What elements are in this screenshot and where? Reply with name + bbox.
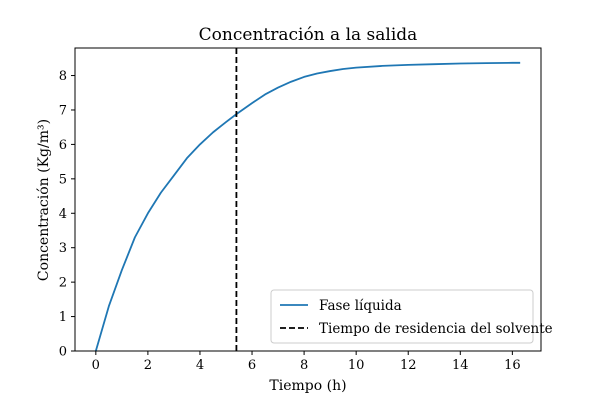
y-tick-label: 2 bbox=[59, 276, 67, 291]
x-axis: 0 2 4 6 8 10 12 14 16 bbox=[92, 351, 521, 373]
x-tick-label: 6 bbox=[248, 358, 256, 373]
legend-label-1: Tiempo de residencia del solvente bbox=[319, 321, 553, 337]
y-tick-label: 0 bbox=[59, 345, 67, 360]
y-tick-label: 8 bbox=[59, 69, 67, 84]
legend-box bbox=[270, 289, 534, 344]
y-tick-label: 6 bbox=[59, 138, 67, 153]
plot-frame bbox=[74, 47, 542, 352]
series-line-0 bbox=[94, 61, 521, 352]
x-tick-label: 0 bbox=[92, 358, 100, 373]
x-tick-label: 14 bbox=[452, 358, 469, 373]
y-tick-label: 1 bbox=[59, 310, 67, 325]
y-axis-label: Concentración (Kg/m³) bbox=[36, 119, 52, 281]
x-tick-label: 8 bbox=[300, 358, 308, 373]
chart-title: Concentración a la salida bbox=[199, 25, 418, 45]
y-tick-label: 3 bbox=[59, 241, 67, 256]
y-tick-label: 4 bbox=[59, 207, 67, 222]
x-tick-label: 4 bbox=[196, 358, 204, 373]
y-tick-label: 7 bbox=[59, 103, 67, 118]
x-tick-label: 16 bbox=[504, 358, 521, 373]
x-axis-label: Tiempo (h) bbox=[269, 378, 346, 394]
x-tick-label: 12 bbox=[400, 358, 417, 373]
x-tick-label: 10 bbox=[348, 358, 365, 373]
x-tick-label: 2 bbox=[144, 358, 152, 373]
legend-label-0: Fase líquida bbox=[319, 298, 402, 314]
y-tick-label: 5 bbox=[59, 172, 67, 187]
legend: Fase líquida Tiempo de residencia del sol… bbox=[270, 289, 553, 344]
y-axis: 0 1 2 3 4 5 6 7 8 bbox=[59, 69, 75, 360]
plot-area bbox=[74, 47, 542, 352]
